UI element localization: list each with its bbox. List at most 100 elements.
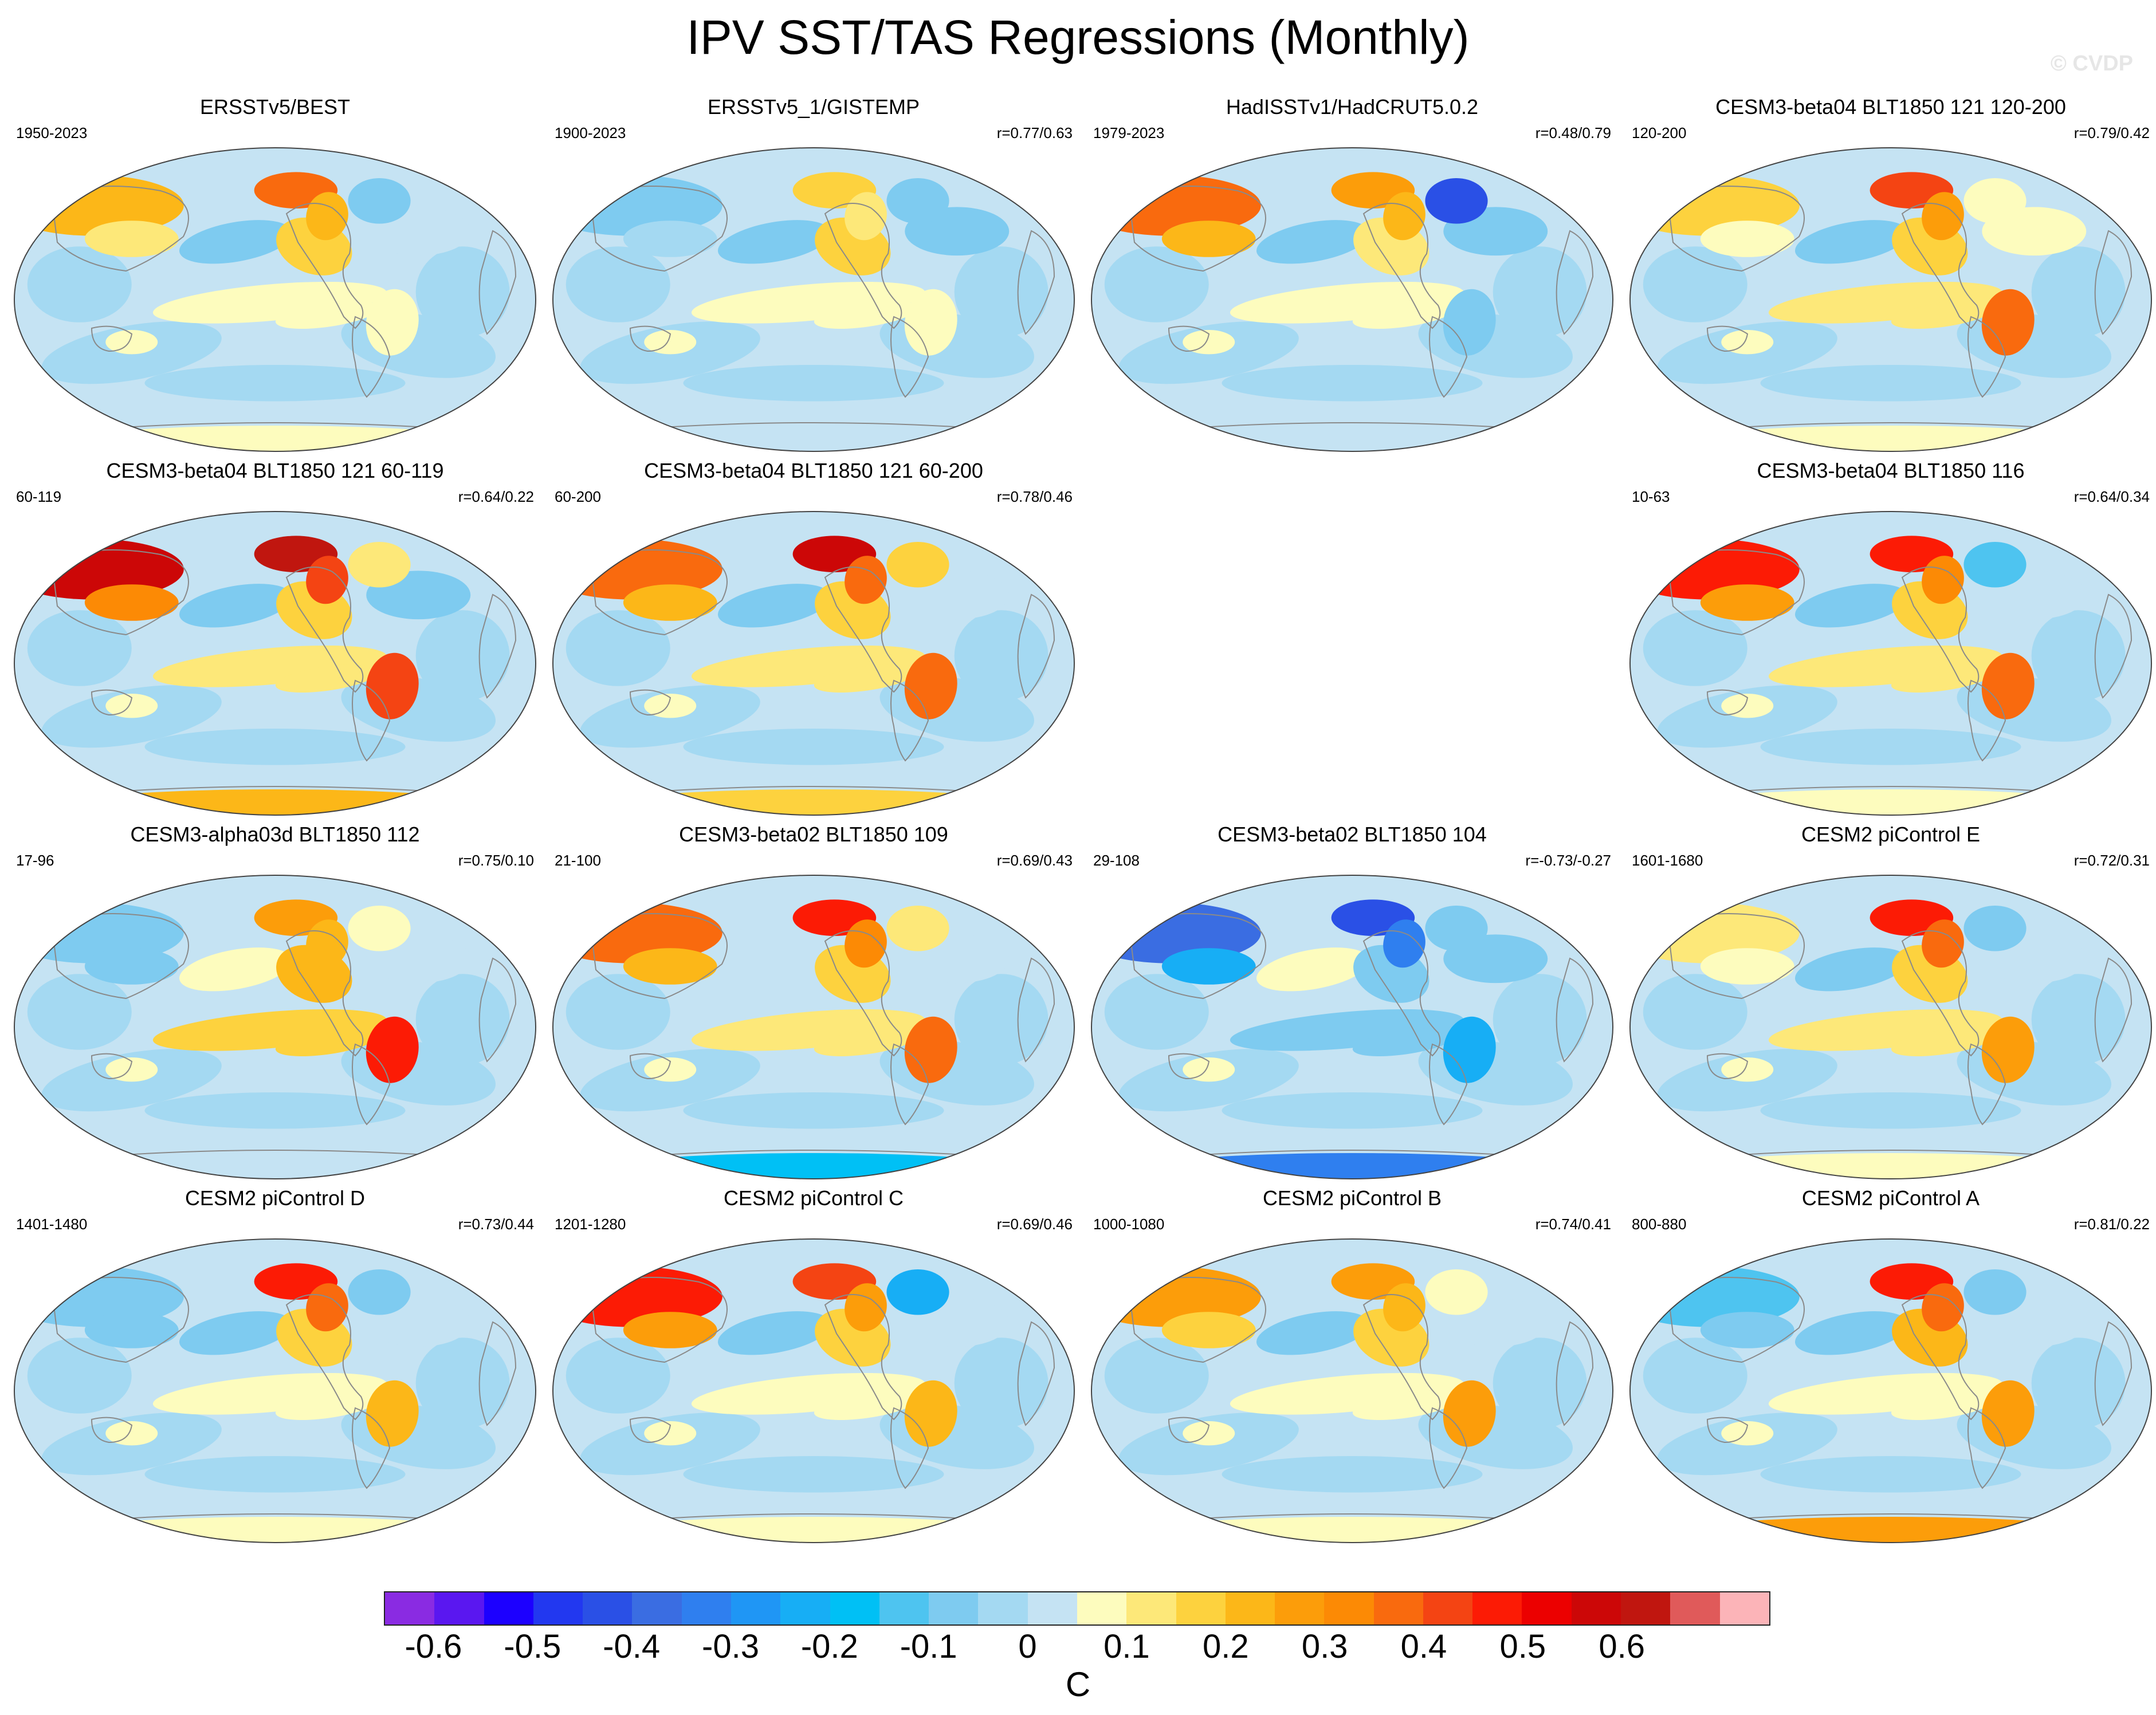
anomaly-region: [1794, 220, 1908, 264]
coastline: [1017, 957, 1055, 1063]
panel-title: ERSSTv5_1/GISTEMP: [707, 95, 920, 119]
panel-title: CESM3-beta04 BLT1850 121 60-119: [106, 459, 444, 482]
anomaly-region: [366, 289, 419, 356]
anomaly-region: [1493, 246, 1587, 338]
anomaly-region: [306, 192, 348, 241]
anomaly-region: [53, 425, 497, 451]
map-border: [552, 875, 1075, 1179]
map-panel: CESM3-beta04 BLT1850 116 10-63 r=0.64/0.34: [1621, 458, 2156, 819]
coastline: [1556, 230, 1594, 335]
coastline: [1168, 1417, 1210, 1443]
anomaly-region: [1669, 425, 2112, 451]
anomaly-region: [1700, 948, 1794, 985]
anomaly-region: [2031, 1338, 2126, 1429]
map-panel: CESM3-alpha03d BLT1850 112 17-96 r=0.75/0.…: [6, 822, 544, 1183]
panel-correlation: r=0.69/0.43: [996, 852, 1073, 869]
anomaly-region: [1700, 584, 1794, 621]
coastline: [1706, 689, 1749, 716]
coastline: [1128, 186, 1266, 272]
anomaly-region: [1222, 1456, 1483, 1493]
coastline: [2094, 1321, 2133, 1426]
anomaly-region: [814, 664, 918, 693]
anomaly-region: [306, 1283, 348, 1332]
anomaly-region: [53, 1516, 497, 1543]
colorbar-tick-label: -0.5: [504, 1628, 561, 1665]
panel-correlation: r=-0.73/-0.27: [1525, 852, 1611, 869]
colorbar-swatch: [1522, 1592, 1572, 1624]
coastline: [1017, 1321, 1055, 1426]
anomaly-region: [1794, 947, 1908, 992]
anomaly-region: [1183, 1057, 1235, 1082]
colorbar-tick-label: -0.6: [405, 1628, 462, 1665]
colorbar-swatch: [978, 1592, 1028, 1624]
panel-period: 21-100: [555, 852, 601, 869]
anomaly-region: [1161, 1312, 1256, 1348]
anomaly-region: [105, 1057, 158, 1082]
panel-period: 1979-2023: [1093, 124, 1165, 141]
anomaly-region: [144, 728, 406, 765]
anomaly-region: [683, 364, 944, 402]
coastline: [1362, 203, 1441, 329]
anomaly-region: [1721, 694, 1774, 718]
world-map: [14, 875, 536, 1179]
anomaly-region: [1352, 1391, 1456, 1421]
coastline: [1168, 1053, 1210, 1080]
anomaly-region: [1222, 364, 1483, 402]
coastline: [91, 325, 133, 352]
colorbar-swatch: [830, 1592, 879, 1624]
colorbar: [384, 1591, 1770, 1626]
coastline: [352, 1043, 391, 1126]
anomaly-region: [592, 1152, 1035, 1179]
anomaly-region: [1130, 1516, 1574, 1543]
anomaly-region: [814, 1391, 918, 1421]
anomaly-region: [366, 1380, 419, 1447]
coastline: [1666, 1277, 1805, 1363]
anomaly-region: [1922, 556, 1964, 604]
coastline: [50, 913, 189, 1000]
coastline: [1017, 593, 1055, 699]
anomaly-region: [1963, 542, 2027, 588]
anomaly-region: [1104, 974, 1209, 1050]
anomaly-region: [1643, 610, 1747, 686]
colorbar-swatch: [929, 1592, 979, 1624]
map-panel: CESM3-beta04 BLT1850 121 60-119 60-119 r=0…: [6, 458, 544, 819]
panel-title: CESM3-beta04 BLT1850 121 120-200: [1715, 95, 2066, 119]
anomaly-region: [1721, 330, 1774, 355]
panel-period: 1601-1680: [1632, 852, 1703, 869]
anomaly-region: [1130, 425, 1574, 451]
anomaly-region: [1493, 1338, 1587, 1429]
world-map: [1629, 147, 2152, 452]
anomaly-region: [348, 1269, 411, 1315]
coastline: [1968, 1407, 2006, 1489]
panel-period: 1900-2023: [555, 124, 626, 141]
world-map: [1629, 875, 2152, 1179]
coastline: [1429, 1407, 1468, 1489]
colorbar-tick-label: -0.3: [702, 1628, 759, 1665]
anomaly-region: [644, 1057, 697, 1082]
anomaly-region: [683, 1092, 944, 1129]
anomaly-region: [592, 1516, 1035, 1543]
anomaly-region: [904, 652, 957, 719]
coastline: [1128, 913, 1266, 1000]
map-border: [1629, 511, 2152, 816]
anomaly-region: [27, 246, 132, 322]
panel-period: 800-880: [1632, 1216, 1687, 1233]
anomaly-region: [1891, 1391, 1995, 1421]
colorbar-tick-label: 0.4: [1400, 1628, 1447, 1665]
panel-correlation: r=0.75/0.10: [458, 852, 534, 869]
anomaly-region: [1256, 220, 1370, 264]
panel-period: 120-200: [1632, 124, 1687, 141]
anomaly-region: [644, 694, 697, 718]
anomaly-region: [1352, 300, 1456, 329]
anomaly-region: [717, 220, 831, 264]
anomaly-region: [1183, 1421, 1235, 1446]
colorbar-swatch: [1275, 1592, 1325, 1624]
anomaly-region: [366, 1016, 419, 1083]
anomaly-region: [1130, 1152, 1574, 1179]
coastline: [629, 1417, 671, 1443]
anomaly-region: [1922, 192, 1964, 241]
anomaly-region: [1981, 289, 2035, 356]
colorbar-swatch: [1423, 1592, 1473, 1624]
colorbar-tick-label: -0.2: [800, 1628, 858, 1665]
anomaly-region: [1669, 1516, 2112, 1543]
